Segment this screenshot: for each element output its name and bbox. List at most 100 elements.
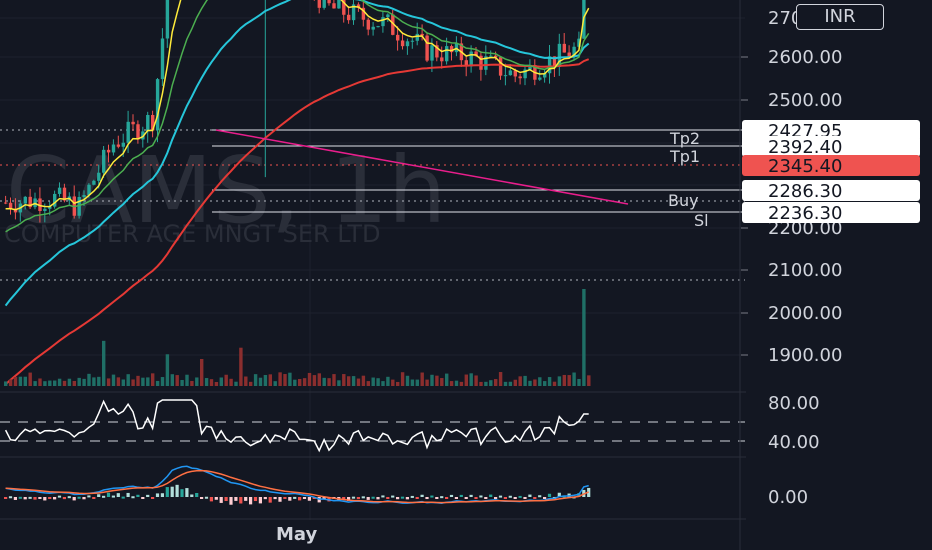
macd-histogram-bar: [307, 497, 311, 501]
volume-bar: [102, 340, 106, 386]
candle-body: [23, 196, 27, 204]
volume-bar: [342, 374, 346, 386]
candle-body: [332, 3, 336, 9]
ema-slow-line: [4, 58, 590, 386]
macd-histogram-bar: [195, 492, 199, 497]
macd-histogram-bar: [136, 494, 140, 497]
volume-bar: [572, 372, 576, 386]
candle-body: [400, 40, 405, 47]
volume-bar: [229, 378, 233, 386]
macd-histogram-bar: [180, 489, 184, 497]
candle-body: [430, 45, 434, 61]
macd-histogram-bar: [283, 497, 287, 499]
volume-bar: [268, 374, 272, 386]
volume-bar: [151, 373, 155, 386]
macd-histogram-bar: [415, 497, 419, 499]
macd-histogram-bar: [4, 497, 8, 499]
macd-histogram-bar: [13, 497, 17, 500]
volume-bar: [435, 375, 439, 386]
macd-histogram-bar: [322, 497, 326, 499]
macd-histogram-bar: [351, 496, 356, 499]
candle-body: [449, 46, 454, 53]
macd-histogram-bar: [533, 497, 537, 499]
macd-histogram-bar: [224, 497, 228, 502]
volume-bar: [87, 373, 91, 386]
volume-bar: [146, 377, 150, 386]
current-price-tag: [742, 155, 920, 176]
volume-bars: [4, 289, 591, 386]
macd-histogram-bar: [371, 496, 375, 499]
candle-body: [351, 4, 356, 21]
candle-body: [87, 184, 91, 196]
volume-bar: [116, 377, 121, 386]
price-tick-label: 2600.00: [768, 47, 842, 68]
macd-histogram-bar: [547, 493, 552, 497]
volume-bar: [214, 381, 219, 386]
macd-histogram-bar: [92, 497, 96, 499]
macd-histogram-bar: [258, 497, 262, 504]
volume-bar: [449, 381, 454, 386]
level-value-tag: [742, 136, 920, 157]
macd-histogram-bar: [518, 495, 522, 498]
level-value-sl: 2236.30: [768, 203, 842, 224]
volume-bar: [533, 379, 537, 386]
volume-bar: [219, 377, 223, 386]
macd-histogram-bar: [538, 495, 542, 498]
volume-bar: [200, 358, 204, 386]
macd-histogram-bar: [420, 494, 424, 497]
candle-body: [391, 14, 395, 35]
volume-bar: [351, 376, 356, 386]
candle-body: [4, 202, 8, 204]
macd-histogram-bar: [494, 497, 498, 499]
volume-bar: [494, 379, 498, 386]
macd-histogram-bar: [302, 497, 307, 499]
price-tick-label: 2000.00: [768, 303, 842, 324]
candle-body: [8, 202, 13, 209]
candle-body: [508, 70, 513, 76]
macd-histogram-bar: [253, 497, 258, 502]
macd-histogram-bar: [116, 493, 120, 497]
macd-histogram-bar: [508, 495, 512, 498]
volume-bar: [396, 381, 400, 386]
macd-histogram-bar: [469, 494, 473, 497]
candle-body: [513, 70, 517, 77]
macd-histogram-bar: [557, 492, 561, 497]
volume-bar: [577, 378, 581, 386]
candle-body: [111, 144, 116, 153]
macd-histogram-bar: [234, 497, 238, 501]
volume-bar: [302, 378, 307, 386]
candle-body: [464, 60, 468, 67]
macd-histogram-bar: [376, 497, 380, 500]
macd-histogram-bar: [23, 497, 27, 500]
candle-body: [92, 180, 96, 185]
price-tick-label: 2100.00: [768, 260, 842, 281]
macd-histogram-bar: [249, 497, 253, 505]
candle-body: [121, 142, 125, 147]
candle-body: [131, 121, 135, 125]
macd-histogram-bar: [200, 497, 204, 499]
candle-body: [28, 196, 32, 208]
macd-histogram-bar: [410, 495, 414, 498]
current-price-value: 2345.40: [768, 156, 842, 177]
currency-button[interactable]: INR: [796, 4, 884, 30]
candle-body: [396, 34, 400, 41]
volume-bar: [410, 379, 415, 386]
volume-bar: [136, 375, 140, 386]
candle-body: [43, 208, 47, 212]
candle-body: [577, 38, 581, 47]
macd-histogram-bar: [72, 497, 76, 501]
macd-histogram-bar: [449, 494, 454, 497]
candle-body: [484, 56, 488, 70]
candle-body: [474, 51, 478, 56]
volume-bar: [62, 380, 67, 386]
volume-bar: [165, 354, 170, 386]
volume-bar: [92, 377, 96, 386]
macd-histogram-bar: [523, 497, 527, 499]
volume-bar: [508, 381, 513, 386]
volume-bar: [567, 375, 571, 386]
volume-bar: [57, 378, 62, 386]
level-name-tp1: Tp1: [669, 147, 700, 166]
volume-bar: [523, 375, 527, 386]
volume-bar: [381, 381, 385, 386]
